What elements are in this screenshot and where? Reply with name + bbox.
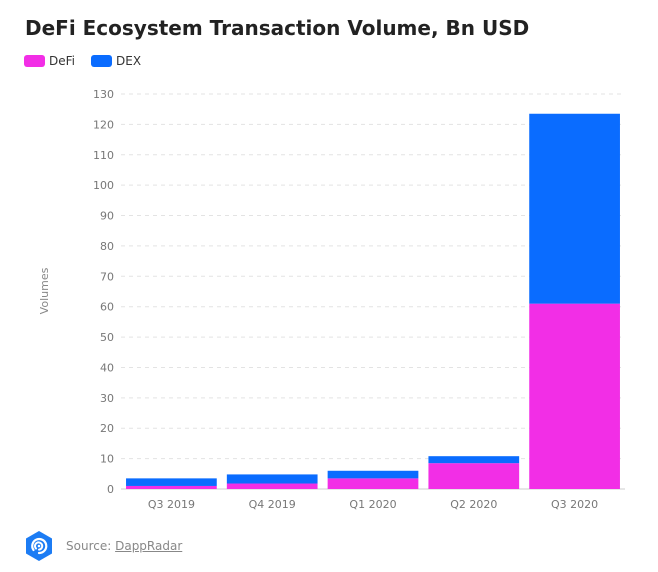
x-tick-label: Q3 2020 (551, 498, 598, 511)
y-tick-label: 100 (93, 179, 114, 192)
bar-dex[interactable] (428, 456, 520, 464)
y-tick-label: 50 (100, 331, 114, 344)
source-attribution: Source: DappRadar (24, 530, 182, 562)
legend-item-defi[interactable]: DeFi (24, 54, 75, 68)
y-tick-label: 40 (100, 361, 114, 374)
y-tick-label: 60 (100, 301, 114, 314)
x-tick-label: Q1 2020 (349, 498, 396, 511)
bar-defi[interactable] (529, 303, 620, 489)
y-tick-label: 70 (100, 270, 114, 283)
bar-dex[interactable] (529, 113, 620, 304)
y-tick-label: 130 (93, 88, 114, 101)
legend-item-dex[interactable]: DEX (91, 54, 141, 68)
legend-swatch-dex (91, 55, 112, 67)
y-tick-label: 0 (107, 483, 114, 496)
source-label: Source: (66, 539, 112, 553)
x-tick-label: Q3 2019 (148, 498, 195, 511)
bar-dex[interactable] (126, 478, 217, 486)
bar-defi[interactable] (327, 478, 419, 489)
y-tick-label: 30 (100, 392, 114, 405)
y-axis-label: Volumes (38, 267, 51, 314)
y-tick-label: 20 (100, 422, 114, 435)
x-tick-label: Q4 2019 (249, 498, 296, 511)
bar-defi[interactable] (428, 463, 520, 489)
legend-label-defi: DeFi (49, 54, 75, 68)
source-link-dappradar[interactable]: DappRadar (115, 539, 183, 553)
y-tick-label: 120 (93, 118, 114, 131)
source-text: Source: DappRadar (66, 539, 182, 553)
y-tick-label: 110 (93, 149, 114, 162)
bar-defi[interactable] (126, 485, 217, 489)
legend-swatch-defi (24, 55, 45, 67)
chart-plot: Volumes 0 10 20 30 40 50 60 70 80 90 100 110 120 130 Q… (38, 88, 625, 511)
chart-title: DeFi Ecosystem Transaction Volume, Bn US… (25, 16, 530, 40)
dappradar-logo-icon (26, 531, 52, 561)
bar-defi[interactable] (226, 483, 318, 489)
bar-dex[interactable] (226, 474, 318, 484)
x-tick-label: Q2 2020 (450, 498, 497, 511)
y-tick-label: 80 (100, 240, 114, 253)
bar-dex[interactable] (327, 470, 419, 479)
legend: DeFi DEX (24, 54, 157, 68)
y-tick-label: 10 (100, 453, 114, 466)
y-tick-label: 90 (100, 210, 114, 223)
legend-label-dex: DEX (116, 54, 142, 68)
